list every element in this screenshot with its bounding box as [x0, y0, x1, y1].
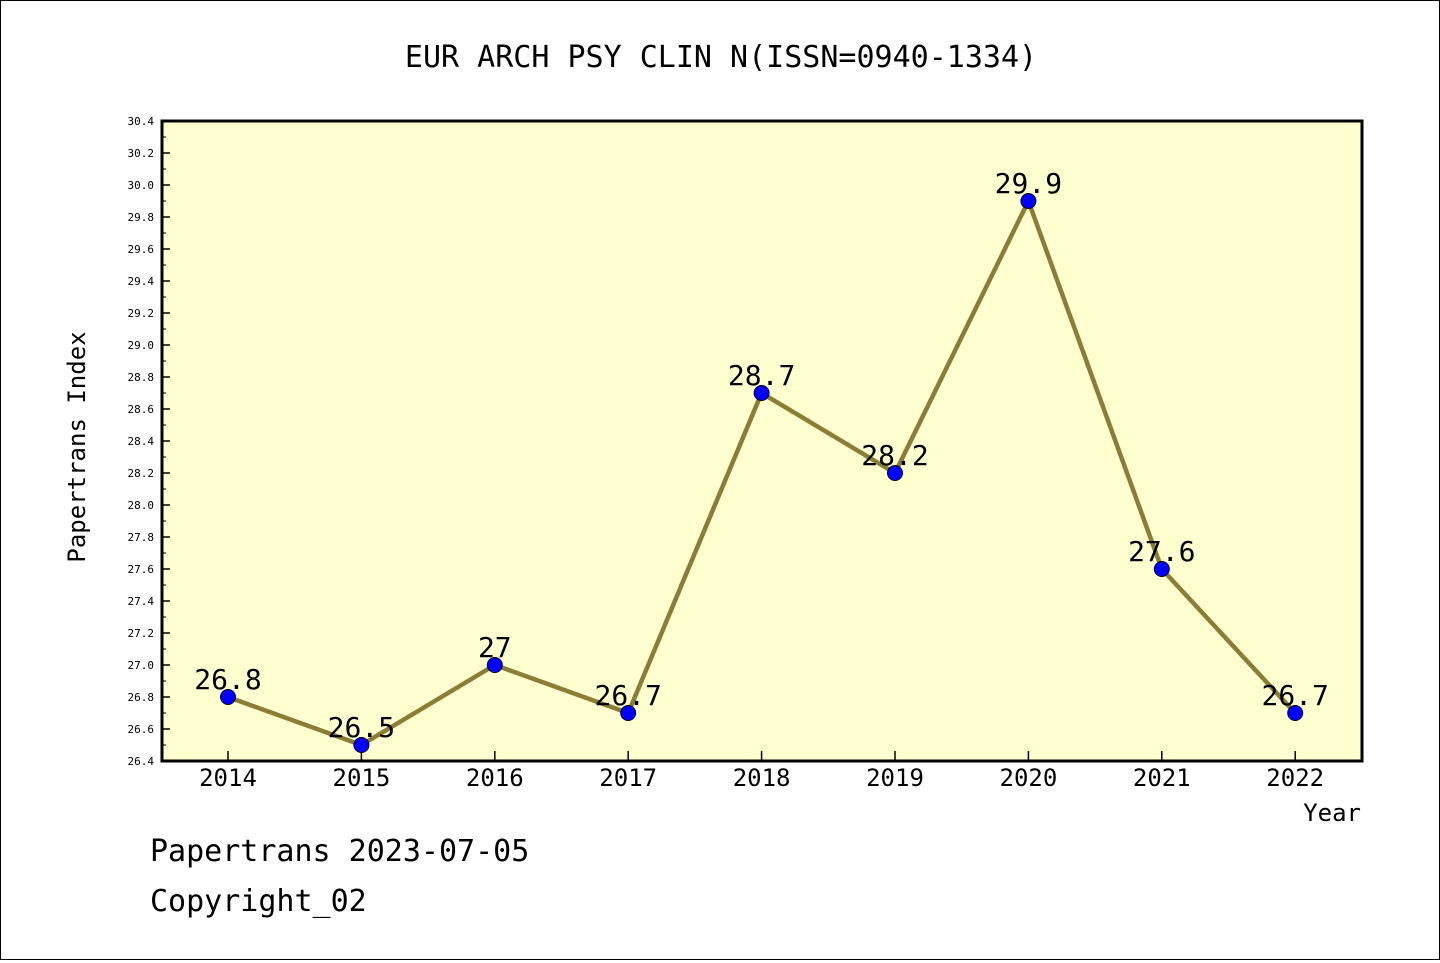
y-tick-label: 28.6 — [128, 403, 155, 416]
y-tick-label: 30.4 — [128, 115, 155, 128]
data-label: 28.2 — [861, 439, 928, 472]
y-tick-label: 29.8 — [128, 211, 155, 224]
y-tick-label: 29.4 — [128, 275, 155, 288]
y-tick-label: 27.0 — [128, 659, 155, 672]
footer-date: Papertrans 2023-07-05 — [150, 834, 530, 869]
data-label: 27 — [478, 631, 512, 664]
data-label: 27.6 — [1128, 535, 1195, 568]
x-axis: 2014 2015 2016 2017 2018 2019 2020 2021 2022 — [199, 751, 1324, 792]
x-axis-label: Year — [1303, 799, 1361, 827]
y-tick-label: 29.0 — [128, 339, 155, 352]
y-axis-label: Papertrans Index — [63, 331, 91, 562]
x-tick-label: 2020 — [1000, 764, 1058, 792]
data-point — [353, 737, 370, 753]
data-point — [620, 705, 637, 721]
data-label: 29.9 — [995, 167, 1062, 200]
x-tick-label: 2021 — [1133, 764, 1191, 792]
y-tick-label: 27.4 — [128, 595, 155, 608]
chart-title: EUR ARCH PSY CLIN N(ISSN=0940-1334) — [405, 40, 1037, 75]
y-tick-label: 29.2 — [128, 307, 155, 320]
y-tick-label: 28.4 — [128, 435, 155, 448]
data-label: 26.7 — [594, 679, 661, 712]
x-tick-label: 2019 — [866, 764, 924, 792]
y-tick-label: 29.6 — [128, 243, 155, 256]
x-tick-label: 2022 — [1266, 764, 1324, 792]
x-tick-label: 2017 — [599, 764, 657, 792]
data-point — [1020, 193, 1037, 209]
y-tick-label: 26.8 — [128, 691, 155, 704]
data-point — [1287, 705, 1304, 721]
y-tick-label: 26.4 — [128, 755, 155, 768]
data-point — [887, 465, 903, 481]
y-axis: 26.4 26.6 26.8 27.0 27.2 27.4 27.6 27.8 28.0 28.2… — [128, 115, 170, 768]
y-tick-label: 28.2 — [128, 467, 155, 480]
y-tick-label: 27.6 — [128, 563, 155, 576]
x-tick-label: 2015 — [333, 764, 391, 792]
data-label: 28.7 — [728, 359, 795, 392]
x-tick-label: 2016 — [466, 764, 524, 792]
y-tick-label: 27.2 — [128, 627, 155, 640]
footer-copyright: Copyright_02 — [150, 884, 367, 919]
data-point — [486, 657, 503, 673]
data-point — [1153, 561, 1170, 577]
y-tick-label: 30.0 — [128, 179, 155, 192]
x-tick-label: 2014 — [199, 764, 257, 792]
x-tick-label: 2018 — [733, 764, 791, 792]
plot-area — [160, 119, 1364, 763]
data-label: 26.8 — [194, 663, 261, 696]
data-point — [753, 385, 770, 401]
data-point — [220, 689, 236, 705]
data-points: 26.8 26.5 27 26.7 28.7 28.2 29.9 27.6 26.7 — [194, 167, 1329, 753]
y-tick-label: 30.2 — [128, 147, 155, 160]
data-label: 26.5 — [328, 711, 395, 744]
y-tick-label: 28.8 — [128, 371, 155, 384]
data-label: 26.7 — [1261, 679, 1328, 712]
y-tick-label: 27.8 — [128, 531, 155, 544]
y-tick-label: 28.0 — [128, 499, 155, 512]
y-tick-label: 26.6 — [128, 723, 155, 736]
